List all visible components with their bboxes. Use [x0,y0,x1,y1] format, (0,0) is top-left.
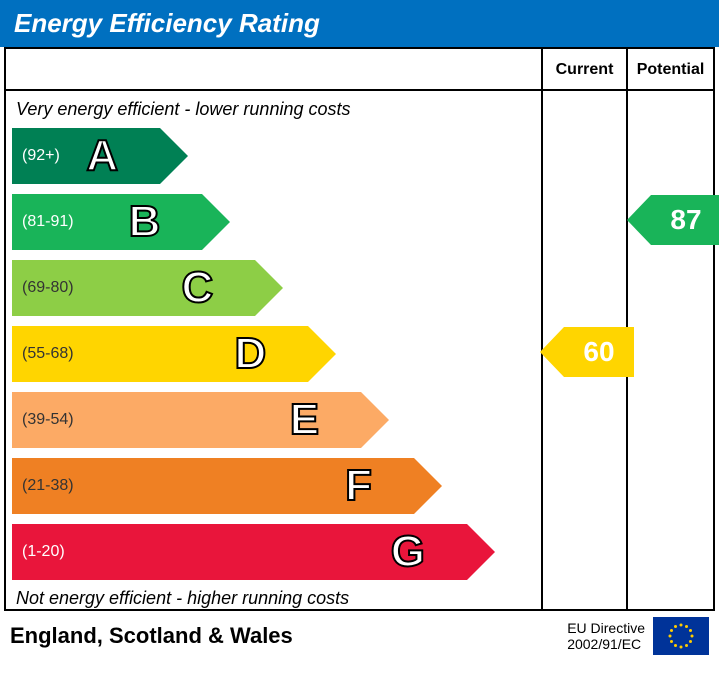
column-headers: Current Potential [6,49,713,91]
bands-area: Very energy efficient - lower running co… [6,91,543,609]
band-bar-e: (39-54) E [12,392,361,448]
band-range-e: (39-54) [22,411,74,429]
band-row-a: (92+) A [12,126,541,186]
footer-directive-line1: EU Directive [567,620,645,636]
band-bar-b: (81-91) B [12,194,202,250]
chart-title: Energy Efficiency Rating [0,0,719,47]
bands-list: (92+) A (81-91) B (69-80) C (55-68) D (39-54) E (2… [6,126,541,582]
current-column: 60 [543,91,628,609]
footer-region: England, Scotland & Wales [10,623,293,649]
band-row-g: (1-20) G [12,522,541,582]
band-letter-a: A [86,131,118,181]
footer: England, Scotland & Wales EU Directive 2… [0,611,719,657]
band-bar-d: (55-68) D [12,326,308,382]
band-row-f: (21-38) F [12,456,541,516]
band-arrow-c [255,260,283,316]
column-current-label: Current [543,49,628,89]
band-range-c: (69-80) [22,279,74,297]
chart-outer: Current Potential Very energy efficient … [4,47,715,611]
potential-column: 87 [628,91,713,609]
band-arrow-d [308,326,336,382]
epc-chart: Energy Efficiency Rating Current Potenti… [0,0,719,675]
band-arrow-f [414,458,442,514]
band-arrow-b [202,194,230,250]
band-row-c: (69-80) C [12,258,541,318]
band-bar-a: (92+) A [12,128,160,184]
band-letter-f: F [345,461,372,511]
band-letter-b: B [129,197,161,247]
band-letter-d: D [234,329,266,379]
band-arrow-e [361,392,389,448]
band-row-b: (81-91) B [12,192,541,252]
current-marker-arrow [540,327,564,377]
band-letter-g: G [391,527,425,577]
band-range-f: (21-38) [22,477,74,495]
band-bar-f: (21-38) F [12,458,414,514]
band-arrow-g [467,524,495,580]
band-row-d: (55-68) D [12,324,541,384]
footer-directive-line2: 2002/91/EC [567,636,645,652]
band-bar-g: (1-20) G [12,524,467,580]
potential-marker-arrow [627,195,651,245]
chart-body: Very energy efficient - lower running co… [6,91,713,609]
band-arrow-a [160,128,188,184]
column-gap [6,49,543,89]
band-range-a: (92+) [22,147,60,165]
potential-marker: 87 [651,195,719,245]
band-letter-e: E [290,395,319,445]
footer-directive: EU Directive 2002/91/EC [567,617,709,655]
band-range-b: (81-91) [22,213,74,231]
bottom-note: Not energy efficient - higher running co… [16,588,541,609]
footer-directive-text: EU Directive 2002/91/EC [567,620,645,652]
column-potential-label: Potential [628,49,713,89]
current-marker: 60 [564,327,634,377]
top-note: Very energy efficient - lower running co… [16,99,541,120]
band-range-d: (55-68) [22,345,74,363]
eu-flag-icon [653,617,709,655]
band-letter-c: C [182,263,214,313]
band-bar-c: (69-80) C [12,260,255,316]
band-row-e: (39-54) E [12,390,541,450]
band-range-g: (1-20) [22,543,65,561]
